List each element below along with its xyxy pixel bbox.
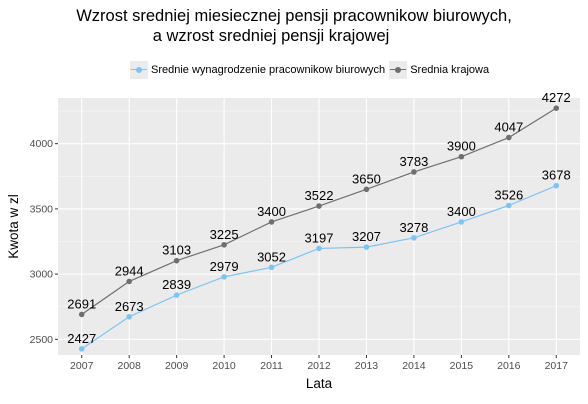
y-tick-label: 3500 [30,203,54,215]
data-label: 3052 [257,249,286,264]
data-point [78,311,85,318]
x-tick-label: 2013 [355,360,379,372]
data-point [363,186,370,193]
data-point [458,219,465,225]
x-tick-label: 2007 [70,360,94,372]
data-point [506,134,512,141]
data-label: 3103 [162,243,191,258]
data-point [553,182,560,189]
data-label: 3526 [494,187,523,202]
legend: Srednie wynagrodzenie pracownikow biurow… [130,61,493,79]
data-label: 3522 [305,188,334,203]
data-point [316,203,322,209]
x-tick-label: 2009 [165,360,189,372]
data-point [553,105,560,111]
legend-item-national: Srednia krajowa [389,61,489,79]
data-point [173,292,180,298]
data-point [268,264,275,271]
data-point [126,313,132,320]
legend-label-national: Srednia krajowa [410,64,490,76]
y-tick-label: 2500 [30,334,54,346]
data-point [78,346,85,352]
data-point [268,219,275,225]
data-point [221,274,227,280]
y-tick-label: 4000 [30,138,54,150]
data-point [411,169,417,175]
x-tick-label: 2012 [307,360,331,372]
data-label: 2944 [115,263,144,278]
data-label: 3400 [447,204,476,219]
data-label: 3278 [399,220,428,235]
data-label: 3197 [305,230,334,245]
data-label: 3783 [399,154,428,169]
data-label: 3400 [257,204,286,219]
data-point [411,235,417,241]
legend-label-office: Srednie wynagrodzenie pracownikow biurow… [151,64,386,76]
data-point [126,278,132,285]
y-tick-label: 3000 [30,269,54,281]
x-tick-label: 2008 [118,360,142,372]
data-label: 3650 [352,171,381,186]
x-tick-label: 2015 [450,360,474,372]
x-tick-label: 2011 [260,360,283,372]
chart-title-line-1: Wzrost sredniej miesiecznej pensji praco… [76,7,512,25]
chart-title-line-2: a wzrost sredniej pensji krajowej [152,27,390,45]
x-axis-title: Lata [306,376,333,391]
data-label: 4047 [494,120,523,135]
data-point [363,244,370,250]
data-label: 3207 [352,229,381,244]
chart-title: Wzrost sredniej miesiecznej pensji praco… [0,6,588,46]
data-label: 4272 [542,90,571,105]
data-label: 2673 [115,299,144,314]
data-point [173,257,180,264]
data-label: 2691 [67,296,96,311]
data-label: 3678 [542,168,571,183]
data-point [221,241,227,248]
x-tick-label: 2017 [545,360,569,372]
y-axis-title: Kwota w zl [6,194,21,259]
data-label: 2427 [67,331,96,346]
legend-item-office: Srednie wynagrodzenie pracownikow biurow… [130,61,385,79]
data-label: 3225 [210,227,239,242]
data-label: 2839 [162,277,191,292]
data-label: 2979 [210,259,239,274]
data-point [458,153,465,160]
data-point [316,245,322,252]
legend-key-national [389,61,408,79]
data-label: 3900 [447,139,476,154]
x-tick-label: 2010 [212,360,236,372]
x-tick-label: 2016 [497,360,521,372]
data-point [506,202,512,209]
x-tick-label: 2014 [402,360,426,372]
legend-key-office [130,61,148,79]
